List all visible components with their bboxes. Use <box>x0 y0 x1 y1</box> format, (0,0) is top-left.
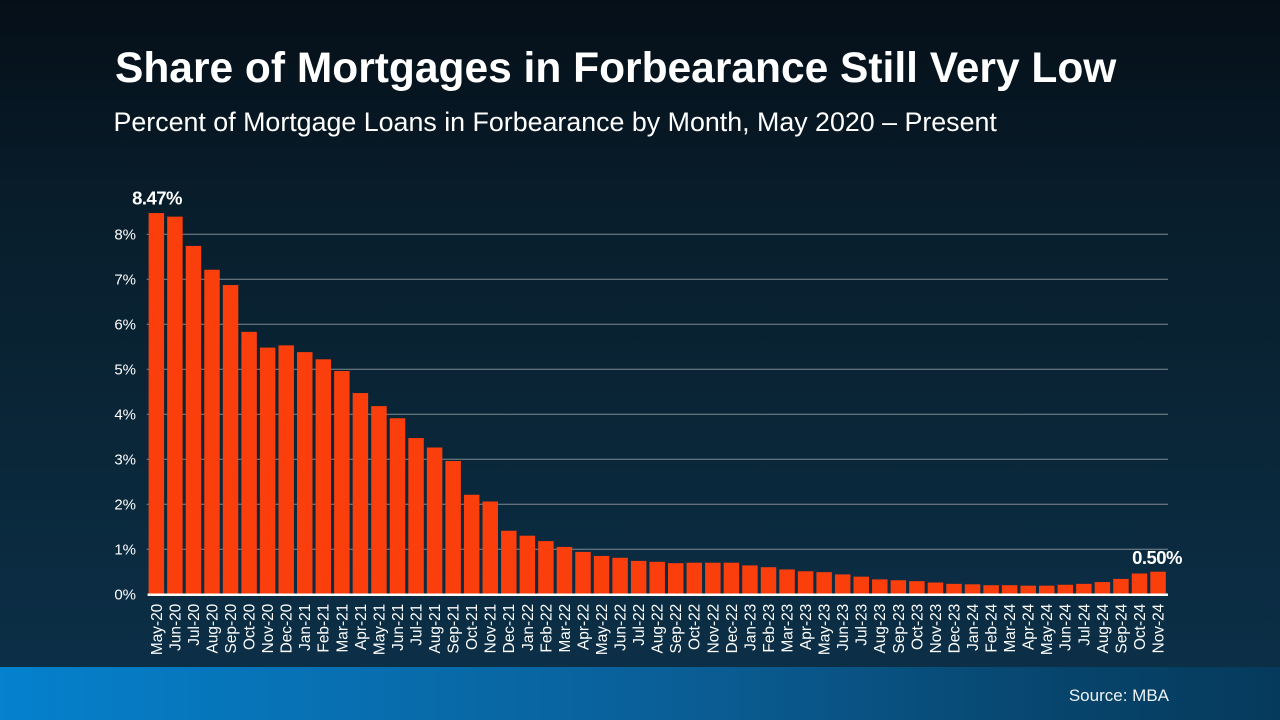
svg-text:8%: 8% <box>114 227 136 244</box>
svg-text:Aug-23: Aug-23 <box>872 604 889 654</box>
svg-text:Mar-23: Mar-23 <box>779 604 796 653</box>
svg-text:Jul-24: Jul-24 <box>1076 603 1093 645</box>
svg-text:Jul-22: Jul-22 <box>631 604 648 646</box>
svg-text:0.50%: 0.50% <box>1132 547 1182 568</box>
svg-text:Jan-21: Jan-21 <box>297 604 314 651</box>
svg-text:Oct-22: Oct-22 <box>687 604 704 650</box>
svg-text:Aug-20: Aug-20 <box>204 604 221 654</box>
svg-text:Oct-20: Oct-20 <box>242 604 259 650</box>
svg-text:Apr-22: Apr-22 <box>575 604 592 650</box>
svg-text:May-24: May-24 <box>1039 603 1056 655</box>
svg-text:Oct-21: Oct-21 <box>464 604 481 650</box>
svg-text:Apr-23: Apr-23 <box>798 604 815 650</box>
svg-text:6%: 6% <box>114 317 136 334</box>
svg-text:Dec-23: Dec-23 <box>946 604 963 654</box>
svg-text:Jul-23: Jul-23 <box>854 604 871 646</box>
svg-text:4%: 4% <box>114 407 136 424</box>
svg-text:5%: 5% <box>114 362 136 379</box>
svg-text:Nov-24: Nov-24 <box>1150 603 1167 653</box>
svg-text:May-23: May-23 <box>817 604 834 655</box>
svg-text:Aug-24: Aug-24 <box>1095 603 1112 653</box>
svg-text:Feb-21: Feb-21 <box>316 604 333 653</box>
svg-text:Sep-23: Sep-23 <box>891 604 908 654</box>
svg-text:Nov-20: Nov-20 <box>260 604 277 654</box>
svg-text:Mar-22: Mar-22 <box>557 604 574 653</box>
svg-text:Apr-24: Apr-24 <box>1021 603 1038 650</box>
svg-text:May-22: May-22 <box>594 604 611 655</box>
svg-text:Jun-22: Jun-22 <box>613 604 630 651</box>
svg-text:Oct-23: Oct-23 <box>909 604 926 650</box>
svg-text:Sep-24: Sep-24 <box>1113 603 1130 653</box>
svg-text:Jan-23: Jan-23 <box>742 604 759 651</box>
svg-text:8.47%: 8.47% <box>132 188 182 209</box>
svg-text:Nov-22: Nov-22 <box>705 604 722 654</box>
svg-text:Feb-24: Feb-24 <box>984 603 1001 652</box>
svg-text:Apr-21: Apr-21 <box>353 604 370 650</box>
svg-text:Jul-20: Jul-20 <box>186 604 203 646</box>
svg-text:Dec-22: Dec-22 <box>724 604 741 654</box>
svg-text:2%: 2% <box>114 497 136 514</box>
svg-text:Jan-22: Jan-22 <box>520 604 537 651</box>
svg-text:Jul-21: Jul-21 <box>408 604 425 646</box>
svg-text:Aug-22: Aug-22 <box>650 604 667 654</box>
svg-text:Feb-22: Feb-22 <box>538 604 555 653</box>
svg-text:Mar-21: Mar-21 <box>334 604 351 653</box>
svg-text:Jan-24: Jan-24 <box>965 603 982 650</box>
svg-text:Sep-21: Sep-21 <box>446 604 463 654</box>
svg-text:Jun-20: Jun-20 <box>167 604 184 651</box>
svg-text:Nov-23: Nov-23 <box>928 604 945 654</box>
svg-text:May-21: May-21 <box>371 604 388 655</box>
svg-text:Dec-20: Dec-20 <box>279 604 296 654</box>
svg-text:Nov-21: Nov-21 <box>483 604 500 654</box>
svg-text:Sep-20: Sep-20 <box>223 604 240 654</box>
svg-text:May-20: May-20 <box>149 604 166 655</box>
svg-text:Jun-24: Jun-24 <box>1058 603 1075 650</box>
svg-text:3%: 3% <box>114 452 136 469</box>
svg-text:Jun-21: Jun-21 <box>390 604 407 651</box>
svg-text:Sep-22: Sep-22 <box>668 604 685 654</box>
svg-text:0%: 0% <box>114 587 136 604</box>
svg-text:Oct-24: Oct-24 <box>1132 603 1149 650</box>
svg-text:Jun-23: Jun-23 <box>835 604 852 651</box>
svg-text:Aug-21: Aug-21 <box>427 604 444 654</box>
svg-text:1%: 1% <box>114 542 136 559</box>
svg-text:Dec-21: Dec-21 <box>501 604 518 654</box>
svg-text:Mar-24: Mar-24 <box>1002 603 1019 652</box>
svg-text:Feb-23: Feb-23 <box>761 604 778 653</box>
svg-text:7%: 7% <box>114 272 136 289</box>
